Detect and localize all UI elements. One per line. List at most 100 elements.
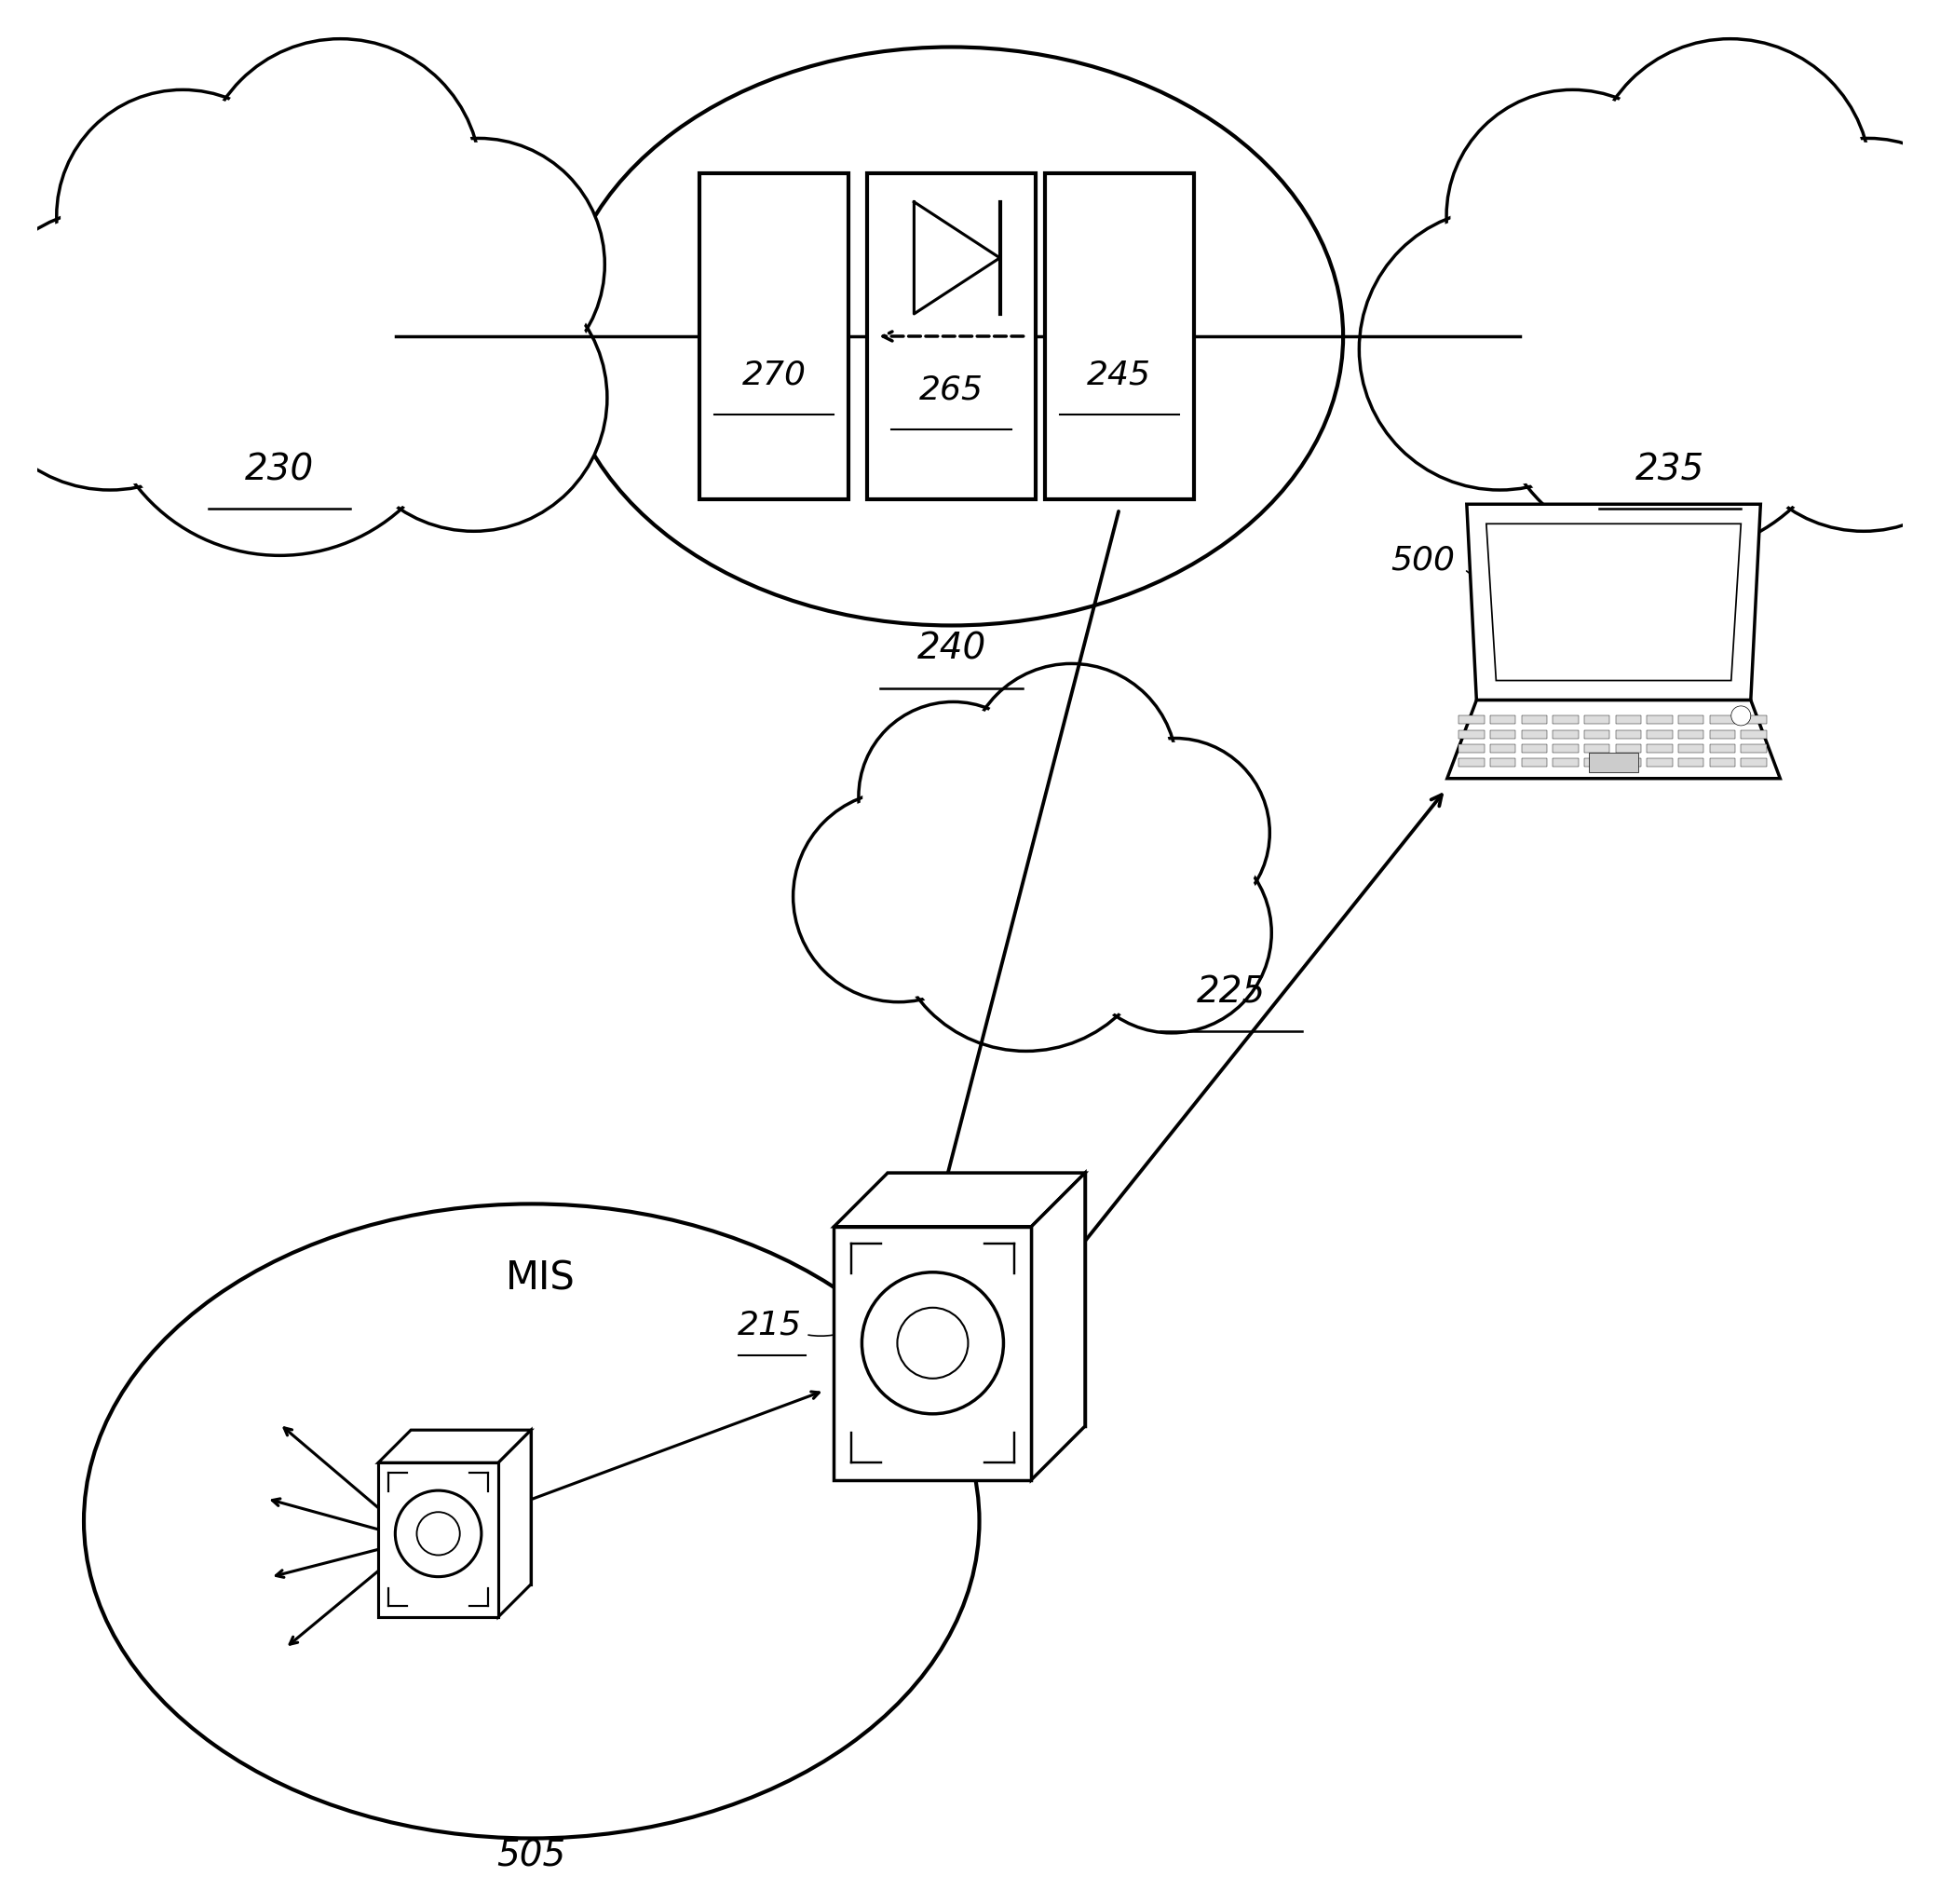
Bar <box>1709 744 1734 752</box>
Circle shape <box>1077 838 1267 1028</box>
Circle shape <box>56 89 308 343</box>
Circle shape <box>1364 213 1635 486</box>
Circle shape <box>103 196 458 550</box>
Circle shape <box>62 95 305 337</box>
Circle shape <box>861 1272 1003 1415</box>
Bar <box>1740 744 1767 752</box>
Circle shape <box>797 796 999 998</box>
Text: 230: 230 <box>244 451 314 487</box>
Circle shape <box>1730 706 1750 725</box>
Text: 500: 500 <box>1391 545 1455 577</box>
Bar <box>1585 729 1610 739</box>
Circle shape <box>353 139 605 390</box>
Bar <box>1585 716 1610 724</box>
Circle shape <box>970 668 1172 870</box>
Bar <box>700 173 848 499</box>
Bar <box>1678 758 1703 767</box>
Circle shape <box>1081 739 1269 927</box>
Text: 215: 215 <box>737 1310 801 1340</box>
Polygon shape <box>1467 505 1760 701</box>
Circle shape <box>1447 89 1699 343</box>
Circle shape <box>357 143 599 387</box>
Text: 265: 265 <box>920 373 984 406</box>
Text: 245: 245 <box>1086 358 1150 390</box>
Circle shape <box>0 213 246 486</box>
Circle shape <box>204 44 477 316</box>
Circle shape <box>1071 832 1271 1034</box>
Ellipse shape <box>559 48 1342 625</box>
Bar <box>1616 716 1641 724</box>
Circle shape <box>345 268 603 527</box>
Circle shape <box>1748 143 1940 387</box>
Bar <box>1552 729 1579 739</box>
Circle shape <box>200 38 481 320</box>
Bar <box>1709 729 1734 739</box>
Bar <box>889 1173 1084 1426</box>
Circle shape <box>1589 38 1870 320</box>
Bar <box>867 173 1036 499</box>
Bar <box>1589 752 1637 773</box>
Polygon shape <box>1447 701 1781 779</box>
Circle shape <box>1360 209 1641 489</box>
Bar <box>1647 758 1672 767</box>
Text: 240: 240 <box>918 630 986 666</box>
Circle shape <box>863 706 1044 887</box>
Bar <box>1459 716 1484 724</box>
Bar <box>1616 758 1641 767</box>
Polygon shape <box>834 1173 1084 1226</box>
Bar <box>1490 729 1515 739</box>
Circle shape <box>894 783 1158 1047</box>
Circle shape <box>1595 44 1866 316</box>
Bar <box>1521 716 1546 724</box>
Bar <box>1490 744 1515 752</box>
Ellipse shape <box>83 1203 980 1839</box>
Bar <box>1490 758 1515 767</box>
Circle shape <box>1488 192 1851 556</box>
Bar <box>1044 173 1193 499</box>
Bar <box>1585 758 1610 767</box>
Bar <box>1459 744 1484 752</box>
Circle shape <box>340 265 607 531</box>
Bar <box>1740 729 1767 739</box>
Circle shape <box>1742 139 1940 390</box>
Circle shape <box>1734 268 1940 527</box>
Bar <box>1521 758 1546 767</box>
Text: 225: 225 <box>1197 975 1265 1009</box>
Bar <box>1647 744 1672 752</box>
Bar <box>1552 758 1579 767</box>
Bar <box>1459 758 1484 767</box>
Text: 270: 270 <box>741 358 807 390</box>
Bar <box>1709 716 1734 724</box>
Polygon shape <box>499 1430 532 1616</box>
Text: MIS: MIS <box>506 1259 576 1299</box>
Bar <box>1647 716 1672 724</box>
Bar <box>378 1462 499 1616</box>
Bar <box>1647 729 1672 739</box>
Bar <box>1459 729 1484 739</box>
Polygon shape <box>1486 524 1740 680</box>
Circle shape <box>1730 265 1940 531</box>
Circle shape <box>396 1491 481 1577</box>
Bar <box>1616 729 1641 739</box>
Text: 505: 505 <box>497 1839 566 1874</box>
Bar <box>1616 744 1641 752</box>
Circle shape <box>1451 95 1694 337</box>
Circle shape <box>0 209 250 489</box>
Circle shape <box>1492 196 1847 550</box>
Bar <box>1709 758 1734 767</box>
Bar <box>1585 744 1610 752</box>
Bar <box>834 1226 1032 1479</box>
Circle shape <box>966 664 1178 874</box>
Circle shape <box>859 703 1048 891</box>
Circle shape <box>97 192 462 556</box>
Circle shape <box>793 790 1005 1002</box>
Bar <box>1552 744 1579 752</box>
Bar <box>1552 716 1579 724</box>
Bar <box>1678 729 1703 739</box>
Bar <box>1678 716 1703 724</box>
Polygon shape <box>1032 1173 1084 1479</box>
Bar <box>1678 744 1703 752</box>
Bar <box>1740 758 1767 767</box>
Bar <box>1521 744 1546 752</box>
Circle shape <box>1084 743 1265 923</box>
